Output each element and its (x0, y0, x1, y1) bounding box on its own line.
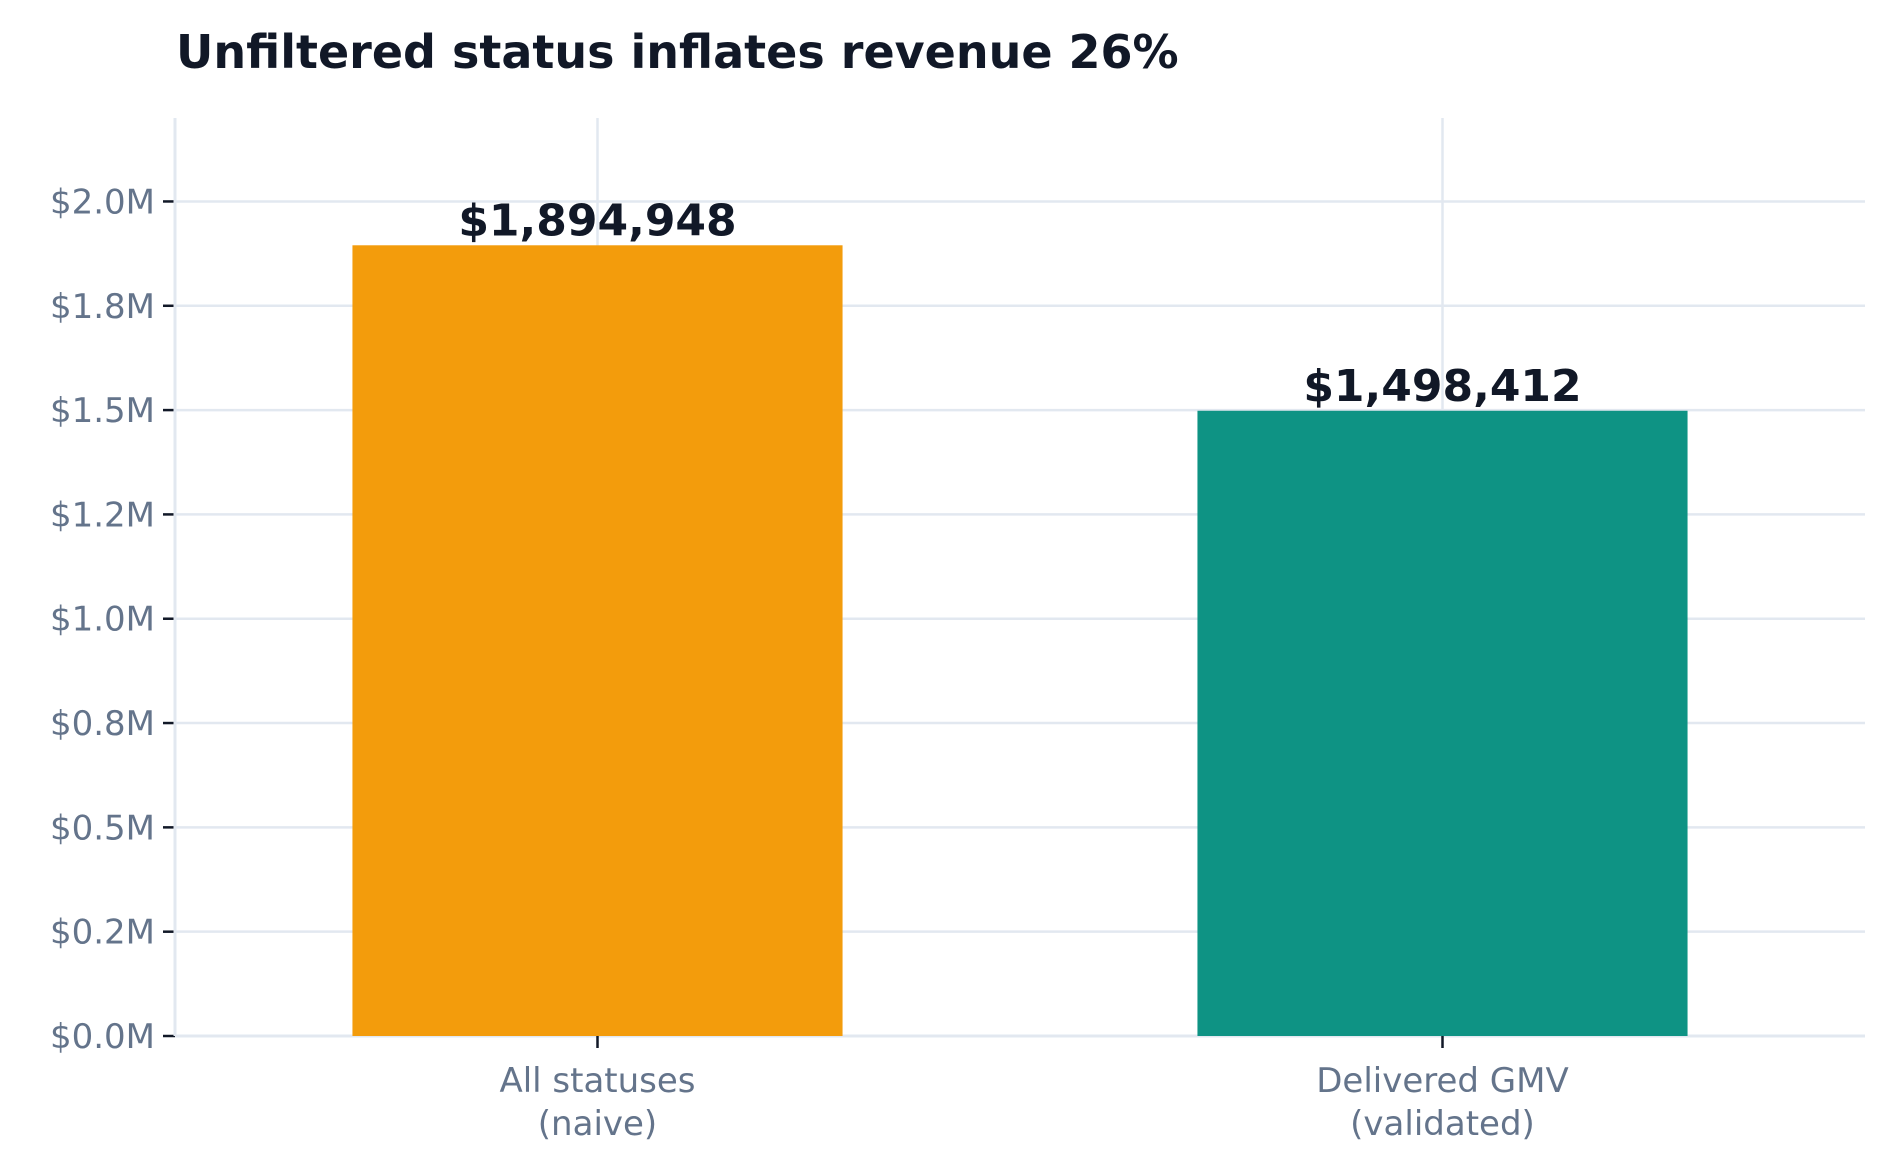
category-label-line: All statuses (499, 1061, 695, 1101)
category-label-line: (naive) (538, 1104, 657, 1144)
category-label-line: (validated) (1350, 1104, 1535, 1144)
bar-2 (1197, 410, 1688, 1036)
y-tick-label: $1.5M (50, 391, 155, 431)
y-tick-label: $1.0M (50, 600, 155, 640)
y-tick-label: $1.8M (50, 287, 155, 327)
bars (352, 245, 1688, 1036)
y-tick-label: $2.0M (50, 182, 155, 222)
category-label-2: Delivered GMV (validated) (1316, 1061, 1569, 1144)
bar-1 (352, 245, 843, 1036)
value-label-1: $1,894,948 (458, 195, 736, 246)
chart-title: Unfiltered status inflates revenue 26% (176, 25, 1179, 79)
category-label-line: Delivered GMV (1316, 1061, 1569, 1101)
y-tick-label: $0.2M (50, 913, 155, 953)
value-label-2: $1,498,412 (1303, 361, 1581, 412)
y-tick-label: $0.5M (50, 808, 155, 848)
y-tick-label: $0.0M (50, 1017, 155, 1057)
category-label-1: All statuses (naive) (499, 1061, 695, 1144)
y-tick-label: $1.2M (50, 495, 155, 535)
y-tick-label: $0.8M (50, 704, 155, 744)
labels: $0.0M $0.2M $0.5M $0.8M $1.0M $1.2M $1.5M $1.8M… (50, 182, 1582, 1144)
